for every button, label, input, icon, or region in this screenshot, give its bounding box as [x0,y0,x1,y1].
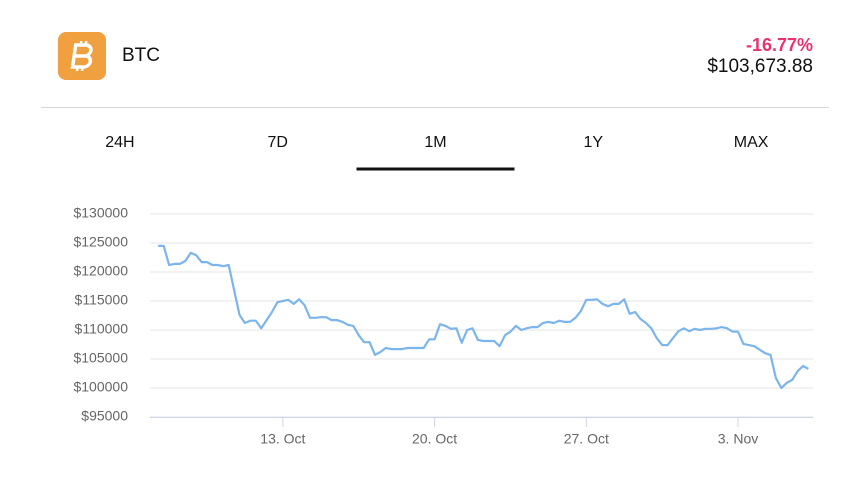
tab[interactable]: MAX [734,134,769,151]
x-tick-label: 3. Nov [718,431,758,447]
y-tick-label: $130000 [73,205,128,221]
y-tick-label: $100000 [73,379,128,395]
price-line [158,244,809,390]
x-tick-label: 13. Oct [260,431,305,447]
tab[interactable]: 24H [105,134,134,151]
y-tick-label: $125000 [73,234,128,250]
y-tick-label: $115000 [75,292,129,308]
coin-symbol: BTC [122,45,160,66]
coin-glyph-bars [75,41,88,71]
x-tick-label: 27. Oct [564,431,609,447]
price-change: -16.77% [746,35,813,55]
tab[interactable]: 7D [267,134,287,151]
y-tick-label: $120000 [73,263,128,279]
price: $103,673.88 [707,56,813,77]
x-tick-label: 20. Oct [412,431,457,447]
y-tick-label: $110000 [75,321,129,337]
tab-bar: 24H 7D 1M 1Y MAX [105,134,769,171]
tab[interactable]: 1Y [584,134,604,151]
tab[interactable]: 1M [424,134,446,151]
active-tab-underline [356,167,515,171]
y-tick-label: $105000 [73,350,128,366]
chart: $95000 $100000 $105000 $110000 $115000 $12000… [73,205,813,447]
y-tick-label: $95000 [81,408,128,424]
